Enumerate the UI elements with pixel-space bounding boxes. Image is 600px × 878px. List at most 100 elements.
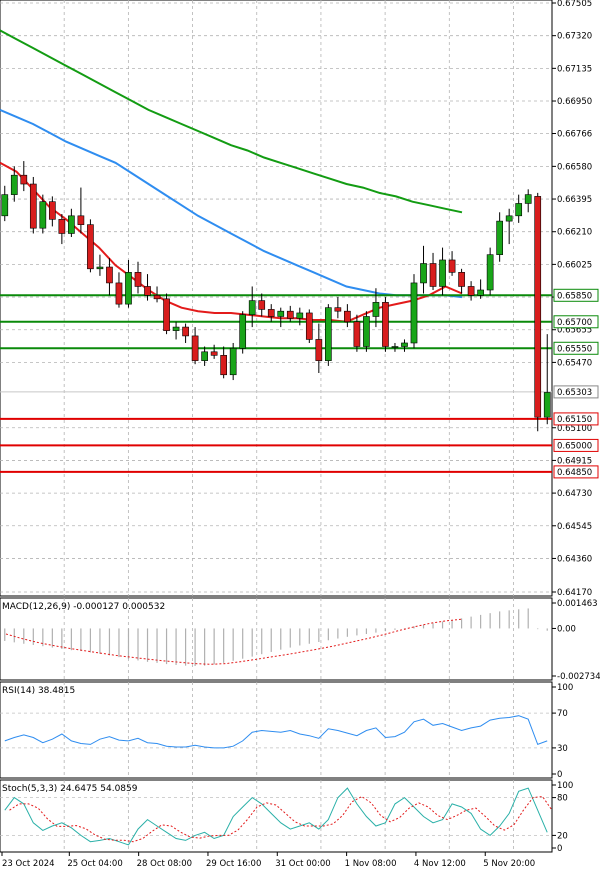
price-tick-label: 0.66580 (557, 162, 592, 172)
pane-frame (0, 681, 553, 779)
price-tick-label: 0.66950 (557, 97, 592, 107)
stoch-tick-label: 20 (557, 831, 568, 841)
price-tick-label: 0.66025 (557, 260, 592, 270)
stoch-tick-label: 80 (557, 794, 568, 804)
candle-body (248, 300, 256, 316)
candle-body (344, 310, 351, 323)
candle-body (220, 355, 228, 376)
candle-body (315, 339, 323, 361)
stoch-pane-label: Stoch(5,3,3) 24.6475 54.0859 (2, 784, 138, 794)
candle-body (515, 203, 523, 217)
price-tick-label: 0.67320 (557, 32, 592, 42)
candle-body (334, 307, 342, 312)
candle-body (324, 307, 332, 361)
candle-body (543, 392, 551, 418)
current-price-label: 0.65303 (557, 388, 592, 398)
candle-body (429, 263, 437, 287)
price-tick-label: 0.65655 (557, 326, 592, 336)
level-label-box (553, 438, 599, 452)
rsi-tick-label: 70 (557, 709, 568, 719)
price-tick-label: 0.65100 (557, 424, 592, 434)
candle-body (172, 326, 180, 331)
price-tick-label: 0.64360 (557, 554, 592, 564)
candle-body (505, 215, 513, 222)
candle-body (134, 272, 142, 287)
candle-body (144, 286, 151, 296)
price-tick-label: 0.64730 (557, 489, 592, 499)
candle-body (286, 310, 294, 319)
macd-pane-label: MACD(12,26,9) -0.000127 0.000532 (2, 602, 165, 612)
date-tick-label: 28 Oct 08:00 (137, 859, 192, 869)
price-tick-label: 0.67505 (557, 0, 592, 9)
macd-tick-label: 0.001463 (557, 599, 598, 609)
candle-body (87, 224, 94, 270)
candle-body (163, 298, 170, 331)
candle-body (363, 316, 370, 347)
date-tick-label: 4 Nov 12:00 (414, 859, 466, 869)
candle-body (115, 282, 123, 305)
moving-average-line (0, 108, 463, 299)
candle-body (496, 220, 504, 255)
level-label-box (553, 315, 599, 329)
level-label: 0.64850 (557, 468, 592, 478)
candle-body (267, 309, 275, 317)
candle-body (39, 201, 47, 229)
candle-body (10, 174, 18, 195)
level-label-box (553, 288, 599, 302)
candle-body (48, 201, 56, 220)
price-tick-label: 0.66395 (557, 195, 592, 205)
macd-tick-label: -0.002734 (557, 672, 600, 682)
stoch-signal-line (9, 795, 553, 843)
level-label-box (553, 465, 599, 479)
date-tick-label: 25 Oct 04:00 (67, 859, 122, 869)
candle-body (258, 300, 266, 310)
level-label: 0.65000 (557, 441, 592, 451)
candle-body (448, 259, 456, 273)
date-tick-label: 5 Nov 20:00 (483, 859, 535, 869)
rsi-tick-label: 30 (557, 744, 568, 754)
price-tick-label: 0.67135 (557, 64, 592, 74)
candle-body (458, 272, 465, 287)
stoch-tick-label: 100 (557, 781, 573, 791)
candle-body (486, 254, 494, 291)
pane-frame (0, 779, 553, 853)
candle-body (382, 302, 389, 347)
candle-body (29, 183, 37, 229)
candle-body (96, 266, 104, 270)
candle-body (153, 294, 161, 300)
macd-signal-line (5, 618, 463, 665)
price-tick-label: 0.64170 (557, 588, 592, 598)
candle-body (410, 282, 418, 344)
level-label: 0.65550 (557, 344, 592, 354)
candle-body (467, 286, 475, 296)
candle-body (534, 196, 542, 418)
candle-body (239, 314, 247, 349)
candle-body (106, 266, 113, 284)
candle-body (182, 326, 189, 337)
moving-average-line (0, 29, 463, 214)
candle-body (401, 342, 408, 347)
price-tick-label: 0.64915 (557, 456, 592, 466)
rsi-tick-label: 100 (557, 683, 573, 693)
candle-body (125, 272, 132, 305)
candle-body (305, 312, 313, 340)
rsi-line (4, 715, 548, 749)
candle-body (77, 215, 85, 225)
candle-body (68, 215, 75, 234)
pane-frame (0, 597, 553, 681)
date-tick-label: 23 Oct 2024 (2, 859, 55, 869)
date-tick-label: 1 Nov 08:00 (345, 859, 397, 869)
price-tick-label: 0.64545 (557, 522, 592, 532)
candle-body (191, 335, 199, 361)
candle-body (477, 289, 484, 296)
stoch-tick-label: 0 (557, 844, 562, 854)
candle-body (353, 321, 361, 347)
level-label: 0.65150 (557, 415, 592, 425)
candle-body (20, 174, 28, 185)
candle-body (229, 347, 237, 376)
macd-tick-label: 0.00 (557, 624, 576, 634)
candle-body (524, 194, 532, 204)
price-tick-label: 0.66766 (557, 130, 592, 140)
